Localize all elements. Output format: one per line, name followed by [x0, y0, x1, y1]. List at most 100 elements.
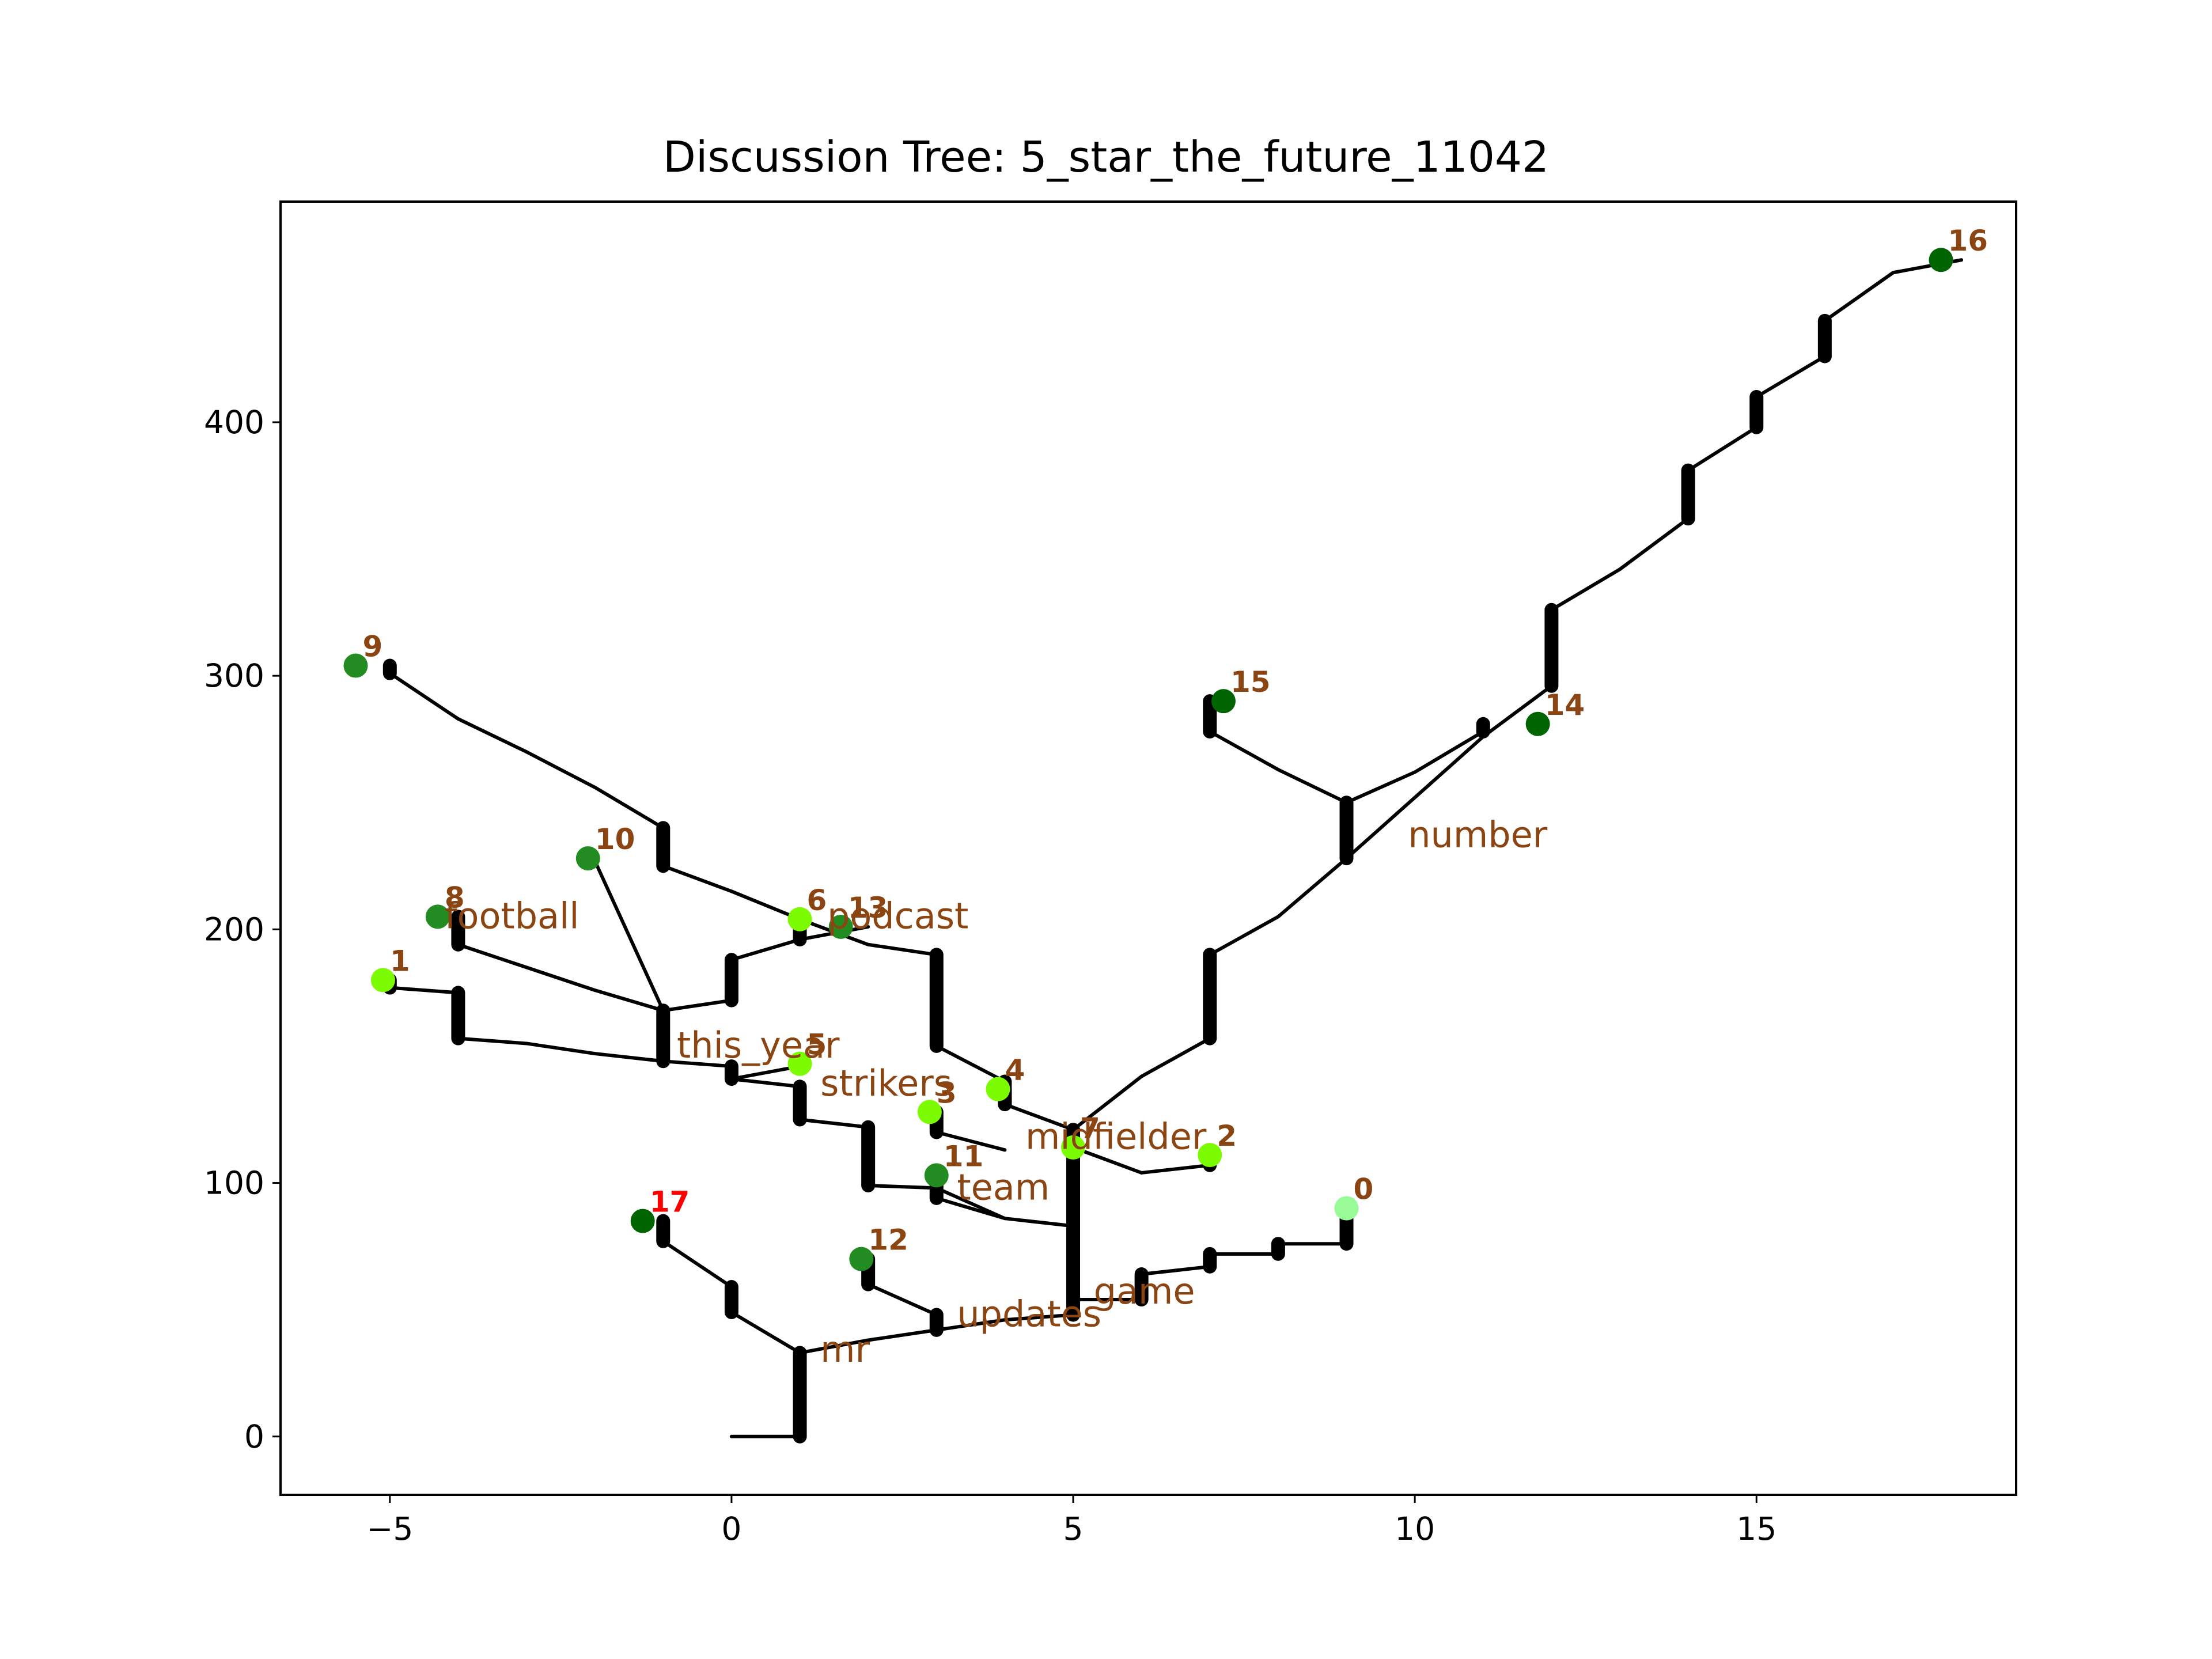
tree-node-point: [787, 907, 812, 931]
tree-edge: [1344, 796, 1417, 861]
tree-edge: [1003, 1217, 1075, 1228]
tree-edge: [1139, 1036, 1212, 1078]
tree-edge: [456, 942, 529, 969]
tree-edge: [388, 986, 460, 995]
tree-edge: [1344, 770, 1417, 805]
keyword-annotation: mr: [820, 1328, 870, 1370]
tree-edge: [1003, 1103, 1075, 1132]
tree-node-point: [828, 914, 853, 939]
tree-edge: [798, 1338, 870, 1355]
keyword-annotation: game: [1094, 1270, 1195, 1312]
tree-edge: [1823, 271, 1895, 323]
x-tick-label: 0: [721, 1510, 741, 1547]
tree-edge: [1139, 1163, 1212, 1175]
tree-edge: [593, 785, 665, 830]
tree-edge: [525, 965, 597, 993]
tree-edge: [661, 1239, 733, 1289]
tree-edge: [456, 717, 529, 754]
chart-title: Discussion Tree: 5_star_the_future_11042: [663, 132, 1549, 182]
keyword-annotation: updates: [957, 1293, 1101, 1335]
y-tick-label: 0: [244, 1418, 264, 1455]
tree-edge: [1413, 730, 1485, 774]
tree-edge: [1139, 1264, 1212, 1277]
tree-edge: [866, 942, 938, 957]
x-tick-label: 5: [1063, 1510, 1084, 1547]
keyword-annotation: this_year: [677, 1024, 840, 1066]
tree-node-point: [630, 1209, 655, 1233]
tree-node-point: [1198, 1143, 1222, 1168]
tree-node-point: [917, 1100, 942, 1124]
tree-node-label: 9: [362, 630, 382, 664]
tree-edge: [593, 1052, 665, 1063]
tree-edge: [1413, 734, 1485, 800]
tree-edge: [1686, 425, 1759, 472]
tree-edge: [729, 937, 802, 962]
tree-node-label: 16: [1948, 224, 1988, 257]
y-tick-label: 400: [204, 404, 264, 441]
tree-node-point: [1525, 711, 1550, 736]
x-axis: −5 0 5 10 15: [366, 1495, 1777, 1547]
tree-node-point: [575, 846, 600, 871]
tree-node-label: 14: [1545, 688, 1585, 722]
tree-edge: [388, 671, 460, 721]
tree-node-label: 15: [1230, 665, 1271, 699]
tree-edge: [729, 1310, 802, 1355]
tree-edge: [729, 1077, 802, 1089]
tree-node-label: 7: [1080, 1112, 1100, 1145]
plot-area-frame: [279, 200, 2017, 1496]
y-tick-label: 200: [204, 911, 264, 948]
tree-edge: [729, 889, 802, 921]
tree-node-label: 8: [445, 881, 465, 914]
tree-node-point: [986, 1077, 1010, 1101]
tree-node-label: 2: [1217, 1119, 1237, 1153]
x-tick-label: 15: [1736, 1510, 1777, 1547]
tree-edges: [382, 258, 1964, 1444]
tree-node-point: [787, 1051, 812, 1076]
tree-edge: [593, 859, 665, 1013]
tree-edge: [661, 864, 733, 893]
tree-edge: [1755, 354, 1827, 399]
tree-edge: [1276, 768, 1349, 805]
tree-node-label: 1: [390, 944, 410, 978]
tree-edge: [866, 1183, 938, 1190]
tree-node-point: [1211, 689, 1236, 714]
keyword-annotation: number: [1408, 813, 1547, 855]
keyword-annotation: podcast: [827, 895, 968, 937]
tree-edge: [866, 1282, 938, 1317]
x-tick-label: −5: [366, 1510, 413, 1547]
tree-node-label: 10: [595, 823, 635, 856]
tree-nodes: [343, 248, 1953, 1271]
tree-edge: [729, 1065, 802, 1081]
tree-edge: [661, 1059, 733, 1069]
tree-edge: [1003, 1313, 1075, 1322]
tree-edge: [661, 998, 733, 1013]
keyword-annotation: strikers: [820, 1062, 952, 1104]
tree-edge: [1208, 730, 1280, 772]
tree-edge: [1208, 915, 1280, 957]
tree-edge: [934, 1130, 1007, 1152]
tree-node-label: 4: [1005, 1054, 1025, 1087]
tree-node-label: 17: [650, 1185, 690, 1219]
tree-node-point: [425, 904, 450, 929]
tree-node-label: 13: [848, 891, 888, 925]
y-tick-label: 300: [204, 657, 264, 694]
tree-edge: [1550, 567, 1622, 612]
tree-node-point: [1061, 1135, 1086, 1160]
tree-edge: [798, 1118, 870, 1129]
tree-node-point: [1929, 248, 1953, 272]
tree-edge: [1618, 517, 1690, 571]
tree-node-label: 5: [807, 1028, 827, 1062]
tree-edge: [1071, 1074, 1143, 1132]
tree-edge: [456, 1036, 529, 1046]
tree-edge: [866, 1328, 938, 1342]
tree-edge: [1481, 684, 1554, 738]
tree-edge: [1276, 857, 1349, 919]
tree-node-label: 11: [944, 1139, 984, 1173]
x-tick-label: 10: [1395, 1510, 1435, 1547]
tree-node-label: 3: [937, 1076, 957, 1109]
tree-node-point: [370, 968, 395, 993]
tree-node-label: 6: [807, 884, 827, 917]
y-tick-label: 100: [204, 1165, 264, 1202]
